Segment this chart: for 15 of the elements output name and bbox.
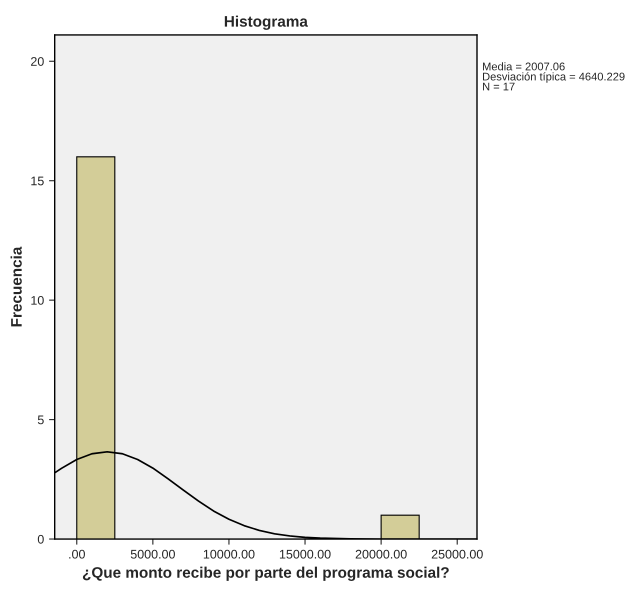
x-tick-label: 5000.00 — [130, 550, 175, 559]
x-tick-label: 15000.00 — [280, 550, 331, 559]
x-axis-title: ¿Que monto recibe por parte del programa social? — [82, 566, 449, 581]
y-tick-label: 10 — [31, 296, 44, 305]
text: Media = 2007.06 Desviación típica = 4640.229 N = 17 — [483, 62, 625, 90]
x-tick-label: 20000.00 — [356, 550, 407, 559]
chart-title: Histograma — [224, 16, 308, 30]
y-tick-label: 5 — [38, 416, 44, 424]
x-tick-label: .00 — [69, 550, 85, 559]
y-tick-label: 20 — [31, 57, 44, 66]
y-tick-label: 15 — [31, 176, 44, 186]
x-tick-label: 10000.00 — [204, 550, 255, 559]
y-tick-label: 0 — [38, 534, 44, 544]
y-axis-title: Frecuencia — [10, 246, 22, 326]
x-tick-label: 25000.00 — [432, 550, 483, 559]
